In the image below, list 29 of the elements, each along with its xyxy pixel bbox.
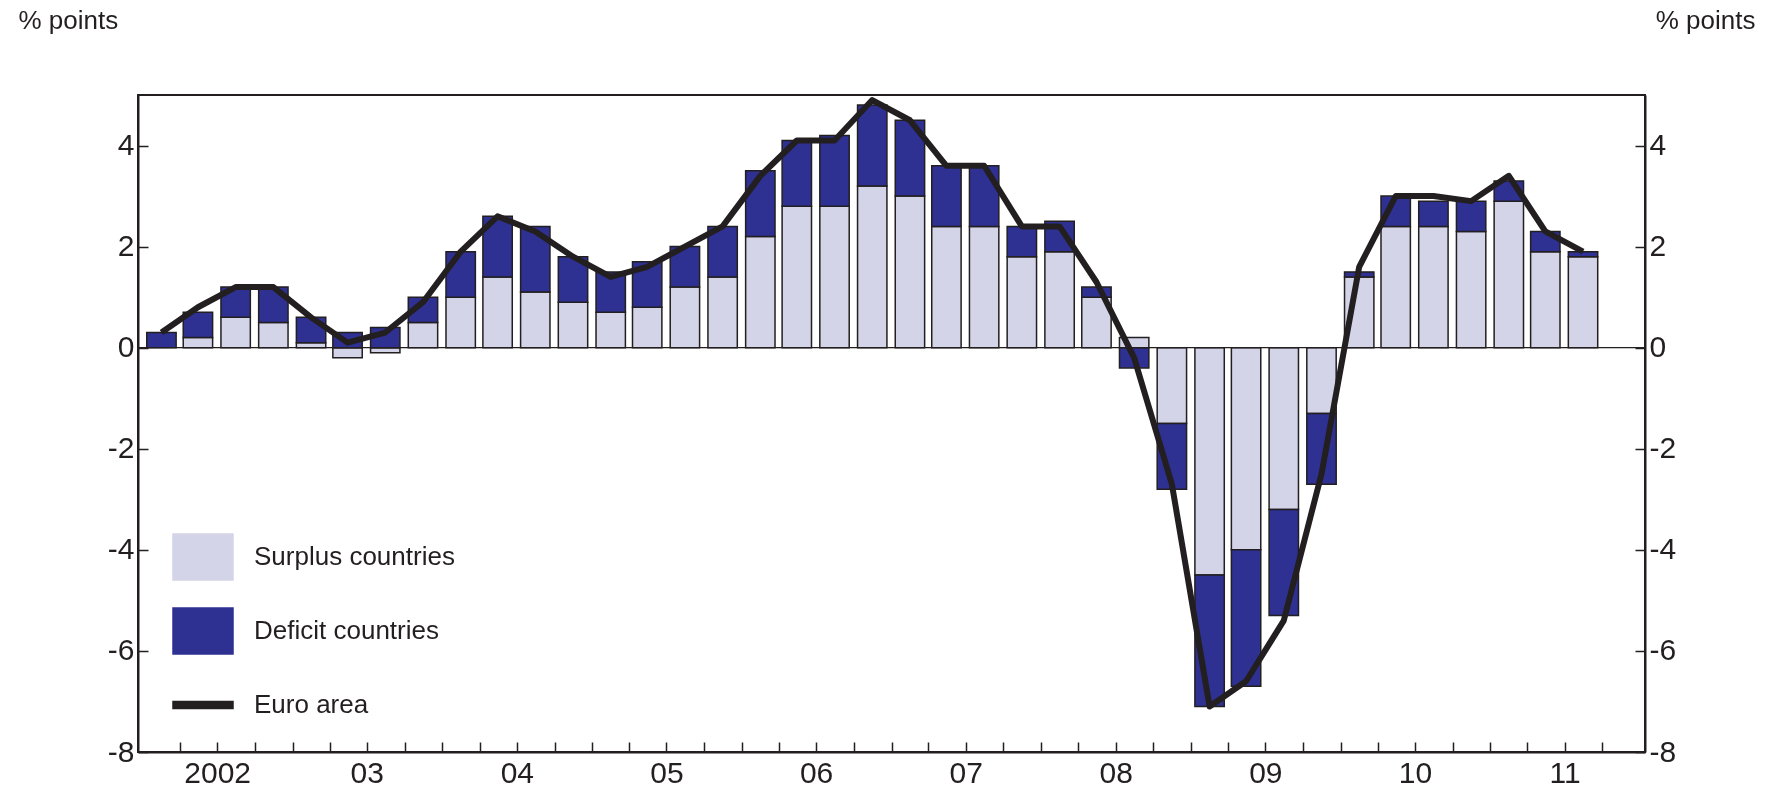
y-tick-label: 2 (117, 229, 135, 263)
x-tick-label: 09 (1249, 755, 1283, 789)
legend-label: Deficit countries (254, 615, 439, 645)
legend-label: Euro area (254, 689, 369, 719)
x-tick-label: 2002 (184, 755, 252, 789)
y-axis-title: % points (18, 4, 119, 35)
y-tick-label: -6 (107, 633, 135, 667)
y-tick-label: -4 (107, 532, 135, 566)
y2-axis-title: % points (1655, 4, 1756, 35)
x-tick-label: 10 (1398, 755, 1433, 789)
y2-tick-label: 2 (1649, 229, 1667, 263)
legend-label: Surplus countries (254, 541, 455, 571)
y2-tick-label: 0 (1649, 330, 1667, 364)
y2-tick-label: -4 (1649, 532, 1677, 566)
x-tick-label: 06 (799, 755, 834, 789)
x-tick-label: 05 (650, 755, 684, 789)
x-tick-label: 04 (500, 755, 535, 789)
x-tick-label: 11 (1549, 755, 1581, 789)
y2-tick-label: 4 (1649, 128, 1667, 162)
y2-tick-label: -2 (1649, 431, 1677, 465)
x-tick-label: 08 (1099, 755, 1133, 789)
y2-tick-label: -6 (1649, 633, 1677, 667)
x-tick-label: 03 (350, 755, 384, 789)
y-tick-label: 0 (117, 330, 135, 364)
y-tick-label: 4 (117, 128, 135, 162)
y-tick-label: -2 (107, 431, 135, 465)
y2-tick-label: -8 (1649, 734, 1677, 768)
y-tick-label: -8 (107, 734, 135, 768)
x-tick-label: 07 (949, 755, 983, 789)
